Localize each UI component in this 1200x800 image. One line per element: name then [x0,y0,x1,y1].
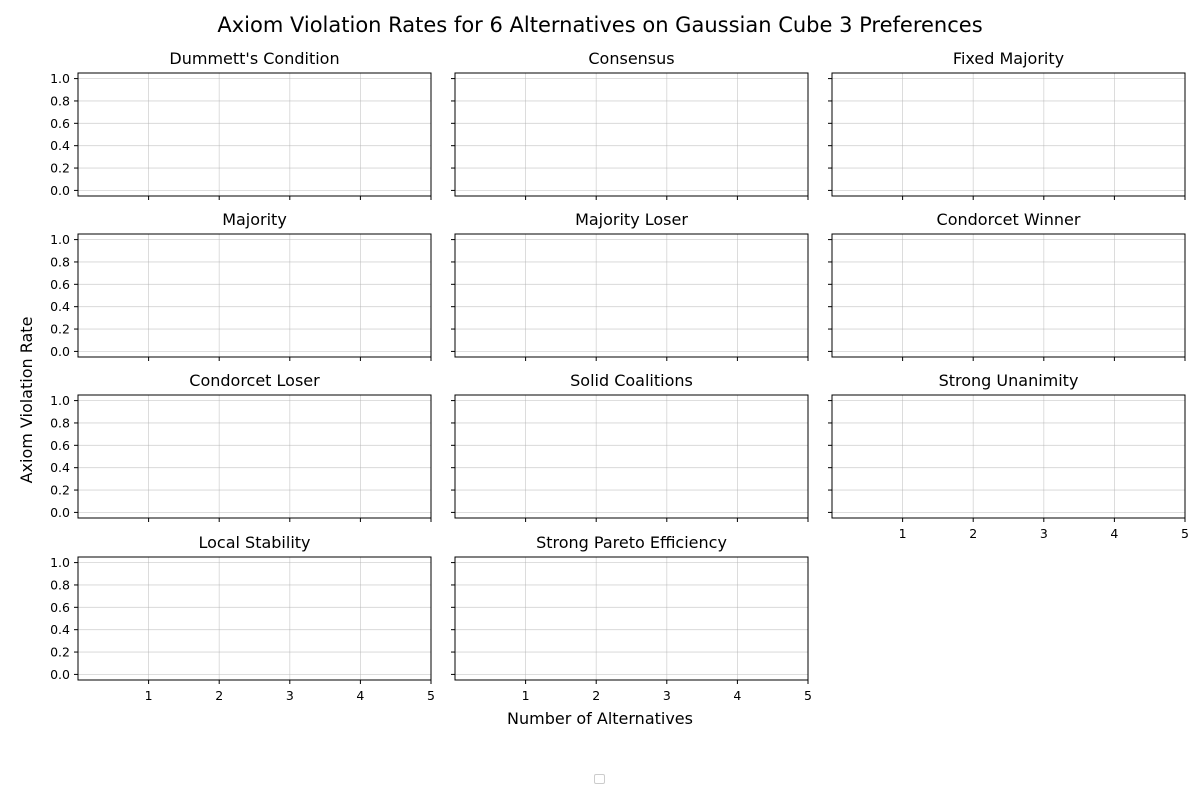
subplot-title: Majority Loser [575,210,688,229]
y-tick-label: 0.4 [50,299,70,314]
y-tick-label: 0.6 [50,600,70,615]
subplot: Local Stability 0.0 0.2 0.4 0.6 0.8 1.0 1 2 3 4 5 [50,533,435,703]
axes-frame [454,556,809,681]
y-tick-label: 0.4 [50,622,70,637]
x-tick-label: 2 [215,688,223,703]
subplot-title: Condorcet Loser [189,371,320,390]
subplot-title: Local Stability [198,533,310,552]
y-tick-label: 0.6 [50,277,70,292]
subplot: Majority 0.0 0.2 0.4 0.6 0.8 1.0 [50,210,432,361]
y-tick-label: 1.0 [50,393,70,408]
subplot: Consensus [451,49,809,200]
y-tick-label: 0.8 [50,415,70,430]
subplot: Condorcet Loser 0.0 0.2 0.4 0.6 0.8 1.0 [50,371,432,522]
y-tick-label: 0.4 [50,460,70,475]
y-tick-label: 0.8 [50,254,70,269]
subplot-title: Dummett's Condition [169,49,339,68]
x-tick-label: 4 [1110,526,1118,541]
axes-frame [77,72,432,197]
y-tick-label: 0.8 [50,93,70,108]
y-tick-label: 0.0 [50,505,70,520]
subplot-title: Consensus [588,49,674,68]
x-tick-label: 3 [286,688,294,703]
x-axis-label: Number of Alternatives [507,709,693,728]
axes-frame [77,394,432,519]
subplot: Strong Unanimity 1 2 3 4 5 [828,371,1189,541]
x-tick-label: 5 [427,688,435,703]
y-tick-label: 0.4 [50,138,70,153]
subplot-title: Majority [222,210,287,229]
figure-title: Axiom Violation Rates for 6 Alternatives… [217,13,982,37]
x-tick-label: 3 [663,688,671,703]
y-tick-label: 0.0 [50,344,70,359]
x-tick-label: 1 [522,688,530,703]
subplot: Majority Loser [451,210,809,361]
y-tick-label: 0.8 [50,577,70,592]
x-tick-label: 5 [1181,526,1189,541]
axes-frame [454,72,809,197]
legend [594,774,605,784]
y-tick-label: 0.2 [50,322,70,337]
axes-frame [454,233,809,358]
x-tick-label: 1 [899,526,907,541]
subplot-title: Condorcet Winner [937,210,1081,229]
y-tick-label: 0.6 [50,116,70,131]
y-tick-label: 1.0 [50,232,70,247]
subplot-title: Strong Pareto Efficiency [536,533,727,552]
subplot-title: Solid Coalitions [570,371,693,390]
subplot: Fixed Majority [828,49,1186,200]
subplot-title: Strong Unanimity [939,371,1079,390]
x-tick-label: 4 [356,688,364,703]
y-axis-label: Axiom Violation Rate [17,317,36,484]
x-tick-label: 5 [804,688,812,703]
x-tick-label: 2 [969,526,977,541]
y-tick-label: 0.6 [50,438,70,453]
subplot: Condorcet Winner [828,210,1186,361]
axes-frame [831,72,1186,197]
axes-frame [831,394,1186,519]
y-tick-label: 1.0 [50,71,70,86]
axes-frame [831,233,1186,358]
axes-frame [454,394,809,519]
subplot-title: Fixed Majority [953,49,1064,68]
x-tick-label: 1 [145,688,153,703]
x-tick-label: 3 [1040,526,1048,541]
x-tick-label: 4 [733,688,741,703]
y-tick-label: 0.2 [50,483,70,498]
y-tick-label: 0.2 [50,645,70,660]
subplot: Strong Pareto Efficiency 1 2 3 4 5 [451,533,812,703]
axes-frame [77,556,432,681]
subplot: Solid Coalitions [451,371,809,522]
y-tick-label: 0.0 [50,183,70,198]
y-tick-label: 1.0 [50,555,70,570]
x-tick-label: 2 [592,688,600,703]
y-tick-label: 0.0 [50,667,70,682]
subplot-grid: Dummett's Condition0.00.20.40.60.81.0Con… [50,49,1189,703]
subplot: Dummett's Condition 0.0 0.2 0.4 0.6 0.8 1.0 [50,49,432,200]
axes-frame [77,233,432,358]
y-tick-label: 0.2 [50,161,70,176]
